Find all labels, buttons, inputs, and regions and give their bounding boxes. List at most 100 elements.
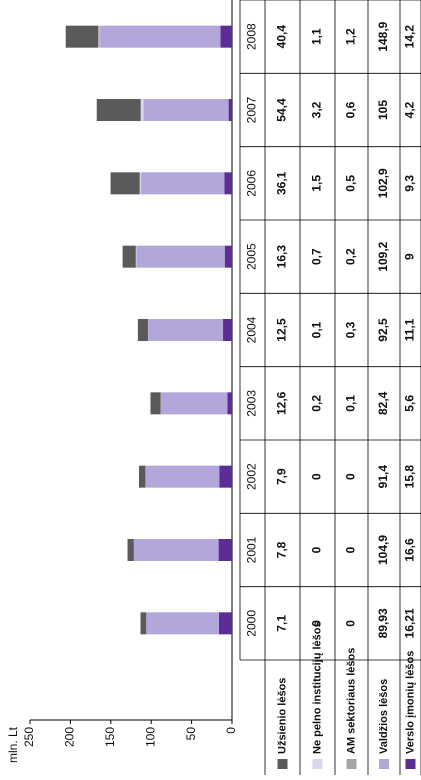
x-tick-label: 2002 [245, 463, 259, 490]
table-cell: 0,6 [344, 101, 358, 118]
legend-swatch [379, 759, 389, 769]
table-cell: 0,7 [310, 248, 324, 265]
table-cell: 4,2 [403, 101, 417, 118]
bar-segment [150, 392, 160, 414]
table-cell: 0 [344, 473, 358, 480]
table-cell: 7,1 [275, 615, 289, 632]
table-cell: 148,9 [376, 21, 390, 51]
bar-segment [134, 539, 219, 561]
table-cell: 36,1 [275, 171, 289, 195]
table-cell: 92,5 [376, 318, 390, 342]
x-tick-label: 2006 [245, 170, 259, 197]
legend-swatch [278, 759, 288, 769]
legend-label: Valdžios lėšos [378, 679, 390, 754]
table-cell: 0,3 [344, 321, 358, 338]
table-cell: 12,6 [275, 391, 289, 415]
y-tick-label: 150 [103, 727, 117, 747]
y-tick-label: 100 [143, 727, 157, 747]
bar-segment [148, 319, 223, 341]
x-tick-label: 2005 [245, 243, 259, 270]
bar-segment [99, 26, 100, 48]
table-cell: 102,9 [376, 168, 390, 198]
bar-segment [97, 99, 141, 121]
bar-segment [146, 612, 219, 634]
bar-segment [229, 99, 232, 121]
table-cell: 0,1 [310, 321, 324, 338]
table-cell: 16,3 [275, 245, 289, 269]
table-cell: 54,4 [275, 98, 289, 122]
table-cell: 40,4 [275, 25, 289, 49]
y-tick-label: 250 [22, 727, 36, 747]
bar-segment [224, 172, 232, 194]
table-cell: 0,1 [344, 395, 358, 412]
table-cell: 5,6 [403, 395, 417, 412]
bar-segment [141, 612, 147, 634]
table-cell: 91,4 [376, 465, 390, 489]
bar-segment [136, 246, 224, 268]
table-cell: 3,2 [310, 101, 324, 118]
bar-segment [223, 319, 232, 341]
table-cell: 16,6 [403, 538, 417, 562]
table-cell: 0,5 [344, 175, 358, 192]
table-cell: 104,9 [376, 535, 390, 565]
table-cell: 9,3 [403, 175, 417, 192]
bar-segment [141, 99, 144, 121]
bar-segment [123, 246, 136, 268]
table-cell: 7,8 [275, 541, 289, 558]
bar-segment [128, 539, 134, 561]
table-cell: 0,2 [310, 395, 324, 412]
table-cell: 0 [344, 620, 358, 627]
bar-segment [219, 466, 232, 488]
table-cell: 12,5 [275, 318, 289, 342]
bar-segment [161, 392, 228, 414]
bar-segment [66, 26, 99, 48]
bar-segment [227, 392, 232, 414]
legend-swatch [347, 759, 357, 769]
bar-segment [144, 99, 229, 121]
x-tick-label: 2007 [245, 96, 259, 123]
axis-label: mln. Lt [6, 726, 20, 763]
table-cell: 7,9 [275, 468, 289, 485]
table-cell: 0 [310, 473, 324, 480]
bar-segment [100, 26, 220, 48]
legend-label: AM sektoriaus lėšos [345, 648, 357, 754]
table-cell: 16,21 [403, 608, 417, 638]
legend-swatch [406, 759, 416, 769]
bar-segment [225, 246, 232, 268]
bar-segment [141, 172, 224, 194]
bar-segment [111, 172, 140, 194]
bar-segment [136, 246, 137, 268]
bar-segment [139, 466, 145, 488]
table-cell: 0 [310, 546, 324, 553]
bar-segment [219, 539, 232, 561]
table-cell: 9 [403, 253, 417, 260]
table-cell: 11,1 [403, 318, 417, 341]
table-cell: 1,5 [310, 175, 324, 192]
table-cell: 0,2 [344, 248, 358, 265]
x-tick-label: 2001 [245, 536, 259, 563]
legend-label: Užsienio lėšos [276, 678, 288, 754]
table-cell: 1,1 [310, 28, 324, 45]
x-tick-label: 2000 [245, 610, 259, 637]
bar-segment [138, 319, 148, 341]
table-cell: 89,93 [376, 608, 390, 638]
x-tick-label: 2008 [245, 23, 259, 50]
y-tick-label: 50 [184, 727, 198, 741]
table-cell: 105 [376, 100, 390, 120]
legend-swatch [313, 759, 323, 769]
table-cell: 109,2 [376, 241, 390, 271]
legend-label: Verslo įmonių lėšos [404, 651, 416, 754]
bar-segment [221, 26, 232, 48]
x-tick-label: 2003 [245, 390, 259, 417]
table-cell: 82,4 [376, 391, 390, 415]
y-tick-label: 0 [224, 727, 238, 734]
legend-label: Ne pelno institucijų lėšos [311, 621, 323, 754]
x-tick-label: 2004 [245, 316, 259, 343]
bar-segment [140, 172, 141, 194]
bar-segment [219, 612, 232, 634]
bar-segment [98, 26, 99, 48]
table-cell: 14,2 [403, 25, 417, 49]
table-cell: 1,2 [344, 28, 358, 45]
